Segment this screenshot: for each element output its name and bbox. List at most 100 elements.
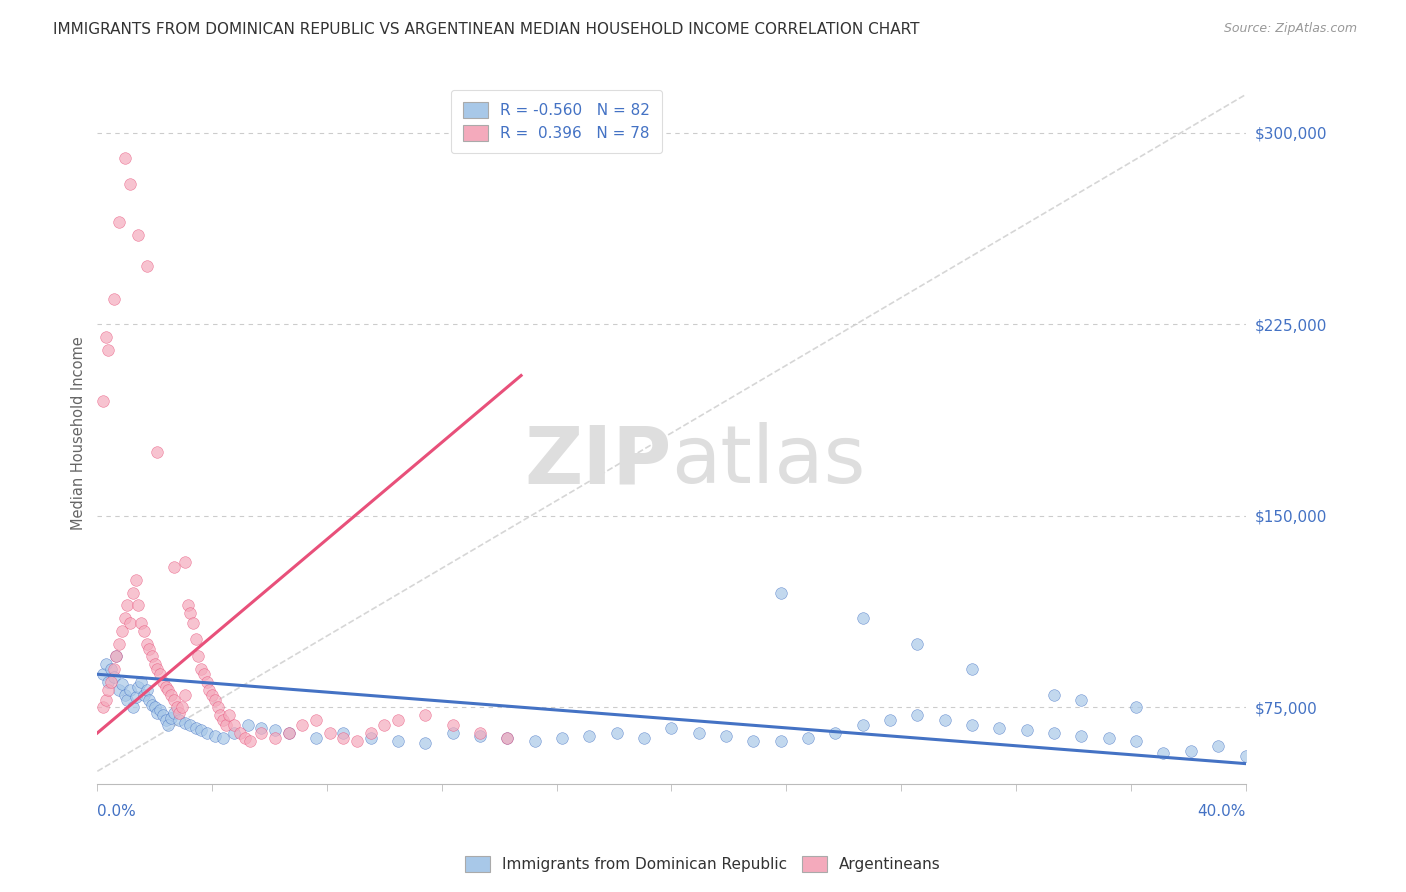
Point [141,649,163,664]
Point [291,718,314,732]
Legend: R = -0.560   N = 82, R =  0.396   N = 78: R = -0.560 N = 82, R = 0.396 N = 78 [451,89,662,153]
Point [1153,747,1175,761]
Point [661,721,683,735]
Point [204,729,226,743]
Point [127,228,149,243]
Point [166,700,188,714]
Point [204,693,226,707]
Point [122,700,145,714]
Point [1043,688,1066,702]
Point [190,723,212,738]
Point [468,726,491,740]
Point [305,731,328,745]
Point [163,693,186,707]
Point [264,731,287,745]
Point [105,649,128,664]
Point [551,731,574,745]
Point [233,731,256,745]
Point [852,718,875,732]
Point [141,698,163,712]
Point [496,731,519,745]
Point [111,677,134,691]
Point [117,599,139,613]
Point [163,706,186,720]
Point [824,726,846,740]
Point [714,729,737,743]
Point [108,637,131,651]
Point [742,733,765,747]
Point [132,624,155,638]
Point [108,682,131,697]
Point [360,726,382,740]
Point [157,682,180,697]
Point [264,723,287,738]
Point [198,682,221,697]
Point [138,641,160,656]
Point [769,585,792,599]
Point [114,688,136,702]
Text: IMMIGRANTS FROM DOMINICAN REPUBLIC VS ARGENTINEAN MEDIAN HOUSEHOLD INCOME CORREL: IMMIGRANTS FROM DOMINICAN REPUBLIC VS AR… [53,22,920,37]
Point [606,726,628,740]
Point [190,662,212,676]
Point [91,394,114,409]
Point [184,721,207,735]
Point [117,693,139,707]
Point [135,637,157,651]
Point [960,718,983,732]
Point [103,662,125,676]
Point [201,688,224,702]
Point [172,700,194,714]
Legend: Immigrants from Dominican Republic, Argentineans: Immigrants from Dominican Republic, Arge… [457,848,949,880]
Point [135,259,157,273]
Point [100,674,122,689]
Point [111,624,134,638]
Point [387,713,409,727]
Point [415,708,437,723]
Point [169,713,191,727]
Text: 0.0%: 0.0% [97,805,136,820]
Point [114,152,136,166]
Point [1125,700,1147,714]
Point [132,688,155,702]
Point [127,680,149,694]
Point [163,560,186,574]
Point [103,670,125,684]
Point [468,729,491,743]
Point [578,729,600,743]
Point [960,662,983,676]
Point [209,708,232,723]
Point [441,718,464,732]
Point [441,726,464,740]
Point [100,662,122,676]
Point [146,662,169,676]
Point [215,718,238,732]
Point [852,611,875,625]
Point [176,599,198,613]
Point [1015,723,1038,738]
Point [1070,693,1092,707]
Point [138,693,160,707]
Point [91,667,114,681]
Point [124,690,146,705]
Point [135,682,157,697]
Point [187,649,209,664]
Point [173,715,195,730]
Point [103,292,125,306]
Point [155,713,177,727]
Point [523,733,546,747]
Point [360,731,382,745]
Point [797,731,820,745]
Point [152,674,174,689]
Point [129,674,152,689]
Point [179,606,201,620]
Point [1070,729,1092,743]
Point [212,731,235,745]
Point [332,726,354,740]
Point [122,585,145,599]
Point [108,215,131,229]
Point [496,731,519,745]
Point [160,711,183,725]
Point [1234,748,1257,763]
Text: atlas: atlas [672,422,866,500]
Point [319,726,342,740]
